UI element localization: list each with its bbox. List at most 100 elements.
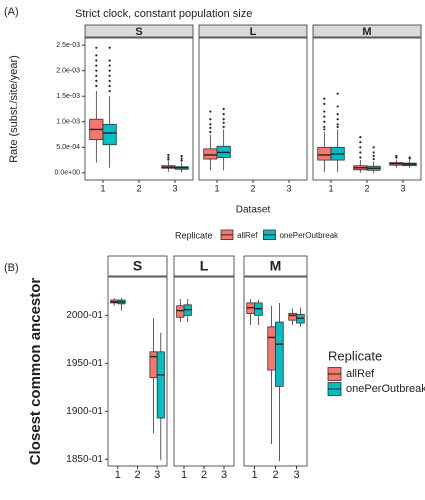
x-tick-label: 1	[100, 183, 105, 193]
facet-strip	[84, 24, 194, 38]
x-tick-label: 2	[364, 183, 369, 193]
facet-label: S	[133, 258, 142, 274]
box	[275, 321, 284, 387]
outlier	[167, 158, 170, 161]
legend-label: allRef	[237, 231, 258, 240]
facet-strip	[312, 24, 422, 38]
outlier	[372, 146, 375, 149]
panel-label: (A)	[4, 6, 19, 18]
outlier	[95, 64, 98, 67]
outlier	[167, 153, 170, 157]
outlier	[222, 121, 225, 124]
x-tick-label: 1	[214, 183, 219, 193]
x-tick-label: 2	[201, 469, 207, 481]
outlier	[108, 84, 111, 88]
x-tick-label: 3	[221, 469, 227, 481]
outlier	[108, 74, 111, 77]
outlier	[408, 156, 411, 159]
x-tick-label: 3	[400, 183, 405, 193]
outlier	[323, 102, 326, 105]
outlier	[336, 123, 339, 126]
outlier	[95, 79, 98, 83]
outlier	[222, 125, 225, 128]
y-tick-label: 1.5e-03	[56, 93, 80, 100]
box	[203, 148, 218, 160]
outlier	[209, 123, 212, 126]
x-tick-label: 3	[286, 183, 291, 193]
facet-panel	[173, 276, 235, 467]
outlier	[108, 59, 111, 62]
facet-label: L	[200, 258, 209, 274]
outlier	[336, 105, 339, 108]
outlier	[209, 126, 212, 129]
outlier	[95, 74, 98, 77]
legend-title: Replicate	[175, 230, 213, 240]
outlier	[108, 90, 111, 93]
facet-label: M	[270, 258, 282, 274]
x-tick-label: 2	[250, 183, 255, 193]
facet-label: M	[362, 26, 371, 38]
outlier	[209, 130, 212, 134]
outlier	[359, 156, 362, 159]
box	[149, 351, 158, 379]
outlier	[167, 156, 170, 159]
outlier	[180, 154, 183, 158]
outlier	[209, 110, 212, 113]
outlier	[336, 125, 339, 128]
outlier	[323, 128, 326, 131]
outlier	[222, 113, 225, 116]
y-tick-label: 2000-01	[66, 310, 103, 321]
y-axis-label: Closest common ancestor	[27, 278, 44, 466]
outlier	[108, 79, 111, 83]
box	[267, 326, 276, 371]
x-tick-label: 1	[181, 469, 187, 481]
legend-label: onePerOutbreak	[346, 383, 425, 395]
outlier	[336, 118, 339, 121]
y-tick-label: 2.5e-03	[56, 42, 80, 49]
outlier	[323, 110, 326, 113]
outlier	[372, 154, 375, 158]
outlier	[395, 156, 398, 159]
outlier	[395, 154, 398, 158]
outlier	[108, 46, 111, 49]
legend-label: onePerOutbreak	[279, 231, 339, 240]
outlier	[95, 69, 98, 72]
legend-label: allRef	[346, 368, 375, 380]
facet-strip	[173, 255, 235, 277]
outlier	[95, 54, 98, 57]
outlier	[108, 69, 111, 72]
outlier	[359, 135, 362, 139]
outlier	[323, 115, 326, 118]
x-tick-label: 3	[293, 469, 299, 481]
x-tick-label: 2	[272, 469, 278, 481]
facet-panel	[84, 37, 194, 181]
legend-title: Replicate	[328, 348, 382, 363]
outlier	[372, 151, 375, 154]
box	[288, 313, 297, 321]
box	[317, 146, 332, 161]
outlier	[209, 118, 212, 121]
y-tick-label: 0.0e+00	[55, 170, 81, 177]
y-tick-label: 1850-01	[66, 454, 103, 465]
facet-label: S	[135, 26, 142, 38]
x-tick-label: 2	[134, 469, 140, 481]
facet-strip	[107, 255, 168, 277]
outlier	[180, 157, 183, 160]
box	[176, 305, 185, 318]
outlier	[95, 84, 98, 88]
x-tick-label: 3	[172, 183, 177, 193]
facet-label: L	[250, 26, 257, 38]
outlier	[323, 120, 326, 123]
outlier	[323, 125, 326, 128]
outlier	[359, 146, 362, 149]
x-tick-label: 1	[328, 183, 333, 193]
outlier	[95, 46, 98, 49]
outlier	[372, 157, 375, 161]
outlier	[359, 151, 362, 154]
y-tick-label: 1.0e-03	[56, 119, 80, 126]
panel-label: (B)	[4, 262, 19, 274]
outlier	[222, 107, 225, 111]
chart-title: Strict clock, constant population size	[75, 8, 252, 20]
outlier	[359, 141, 362, 144]
box	[102, 123, 117, 146]
